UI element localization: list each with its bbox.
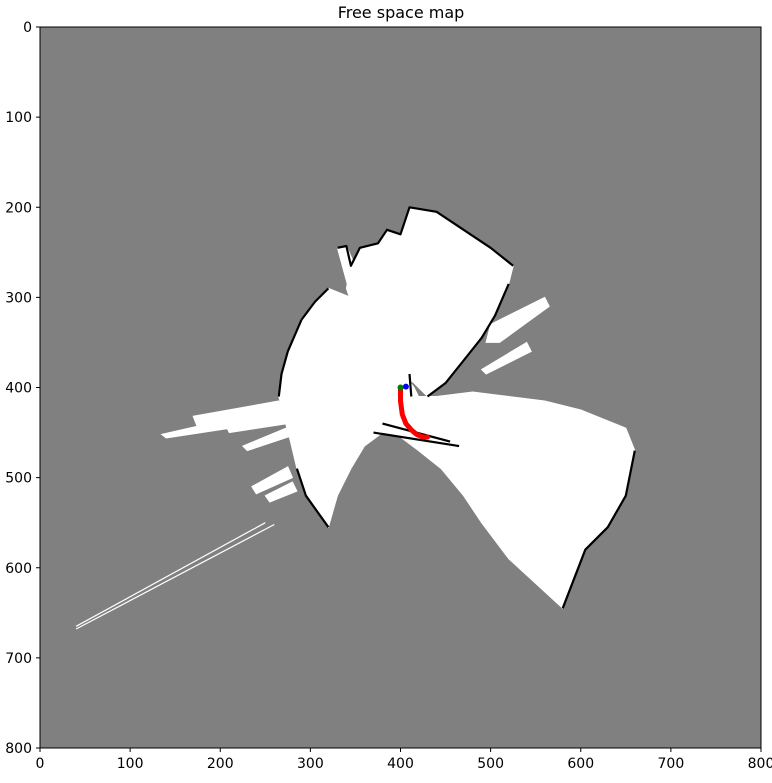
occupied-edge-4 [561, 450, 636, 609]
occupied-edge-6 [373, 431, 460, 448]
y-tick-label-400: 400 [5, 381, 32, 397]
occupied-edge-5 [426, 283, 510, 398]
free-ray-1 [75, 523, 275, 630]
x-tick-label-400: 400 [387, 756, 414, 772]
occupied-edge-0 [337, 206, 514, 267]
x-tick-label-700: 700 [658, 756, 685, 772]
x-tick-label-300: 300 [297, 756, 324, 772]
free-ray-0 [75, 522, 266, 627]
y-tick-label-0: 0 [23, 20, 32, 36]
x-tick-label-800: 800 [748, 756, 772, 772]
free-region-3 [480, 341, 532, 375]
start-point [397, 384, 404, 391]
planned-path [398, 385, 430, 440]
y-tick-label-200: 200 [5, 200, 32, 216]
y-tick-label-600: 600 [5, 561, 32, 577]
x-axis: 0 100 200 300 400 500 600 700 800 [36, 748, 772, 772]
free-region-9 [251, 466, 294, 495]
x-tick-label-200: 200 [207, 756, 234, 772]
x-tick-label-500: 500 [477, 756, 504, 772]
occupied-edge-8 [408, 373, 413, 397]
y-tick-label-500: 500 [5, 471, 32, 487]
occupied-edge-2 [277, 319, 303, 397]
free-region-7 [224, 409, 289, 434]
free-region-10 [264, 481, 298, 503]
x-tick-label-100: 100 [117, 756, 144, 772]
free-region-8 [241, 422, 303, 452]
occupied-edge-3 [295, 468, 330, 528]
map-layer [75, 206, 636, 630]
chart-title: Free space map [338, 3, 465, 22]
y-axis: 0 100 200 300 400 500 600 700 800 [5, 20, 40, 757]
x-tick-label-0: 0 [36, 756, 45, 772]
free-region-2 [485, 296, 550, 343]
occupied-edge-1 [300, 287, 330, 321]
y-tick-label-100: 100 [5, 110, 32, 126]
y-tick-label-700: 700 [5, 651, 32, 667]
y-tick-label-800: 800 [5, 741, 32, 757]
x-tick-label-600: 600 [567, 756, 594, 772]
path-layer [397, 383, 430, 440]
y-tick-label-300: 300 [5, 290, 32, 306]
goal-point [402, 383, 409, 390]
